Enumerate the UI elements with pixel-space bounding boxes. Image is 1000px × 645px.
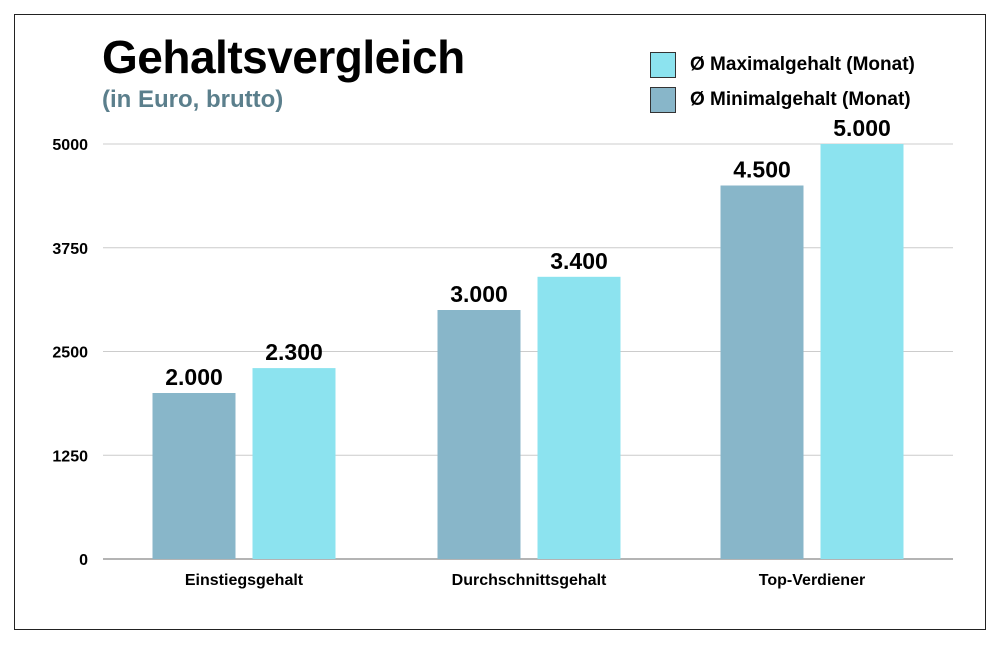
legend-label-max: Ø Maximalgehalt (Monat) [690, 54, 915, 75]
y-tick-label: 5000 [52, 137, 88, 154]
bar [820, 144, 904, 559]
legend-swatch-min [650, 87, 676, 113]
bar-value-label: 2.000 [165, 364, 223, 390]
bar-value-label: 2.300 [265, 339, 323, 365]
y-tick-label: 2500 [52, 345, 88, 362]
bar-value-label: 3.000 [450, 281, 508, 307]
bar [252, 368, 336, 559]
y-tick-label: 1250 [52, 448, 88, 465]
chart-subtitle: (in Euro, brutto) [102, 86, 284, 113]
bar-value-label: 3.400 [550, 248, 608, 274]
bar-value-label: 5.000 [833, 115, 891, 141]
legend-swatch-max [650, 52, 676, 78]
legend-label-min: Ø Minimalgehalt (Monat) [690, 89, 911, 110]
bar [152, 393, 236, 559]
legend-item-max: Ø Maximalgehalt (Monat) [650, 52, 915, 78]
chart-title: Gehaltsvergleich [102, 31, 465, 83]
bar [437, 310, 521, 559]
y-tick-label: 0 [79, 552, 88, 569]
bar [537, 276, 621, 559]
y-tick-label: 3750 [52, 241, 88, 258]
bar-value-label: 4.500 [733, 157, 791, 183]
bar [720, 185, 804, 559]
x-category-label: Einstiegsgehalt [185, 572, 304, 589]
legend-item-min: Ø Minimalgehalt (Monat) [650, 87, 911, 113]
x-category-label: Top-Verdiener [759, 572, 865, 589]
x-category-label: Durchschnittsgehalt [452, 572, 607, 589]
